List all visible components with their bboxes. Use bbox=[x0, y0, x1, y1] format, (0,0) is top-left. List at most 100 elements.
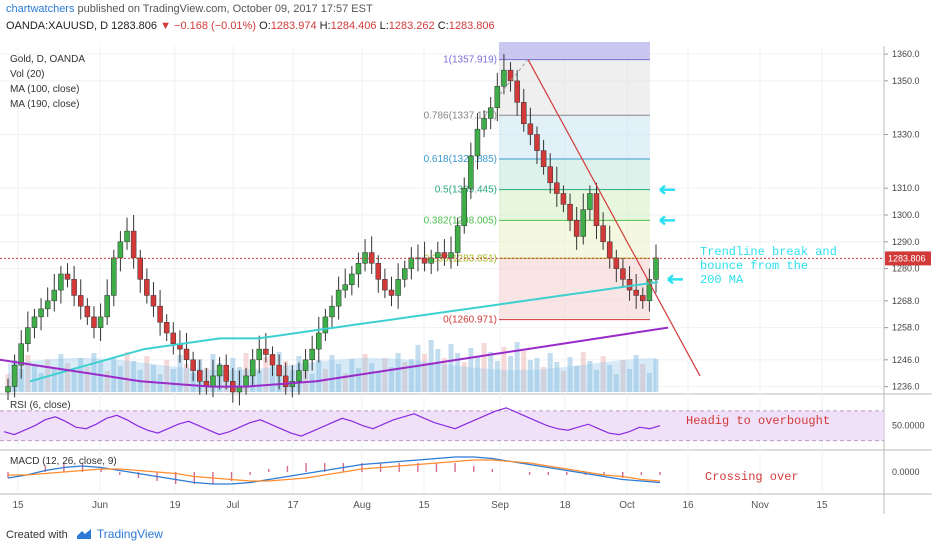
bull-candle bbox=[646, 279, 653, 302]
bull-candle bbox=[468, 155, 474, 189]
bear-candle bbox=[600, 225, 606, 243]
open-value: 1283.974 bbox=[270, 20, 317, 32]
bear-candle bbox=[375, 263, 382, 280]
bear-candle bbox=[269, 354, 276, 366]
bull-candle bbox=[124, 230, 130, 243]
y-tick-label: 1268.0 bbox=[892, 296, 920, 306]
volume-bar bbox=[488, 352, 494, 392]
bull-candle bbox=[111, 257, 117, 296]
bear-candle bbox=[421, 257, 428, 264]
fib-band bbox=[499, 42, 650, 60]
y-tick-label: 1350.0 bbox=[892, 76, 920, 86]
volume-bar bbox=[402, 362, 408, 392]
y-tick-label: 1310.0 bbox=[892, 183, 920, 193]
tradingview-brand[interactable]: TradingView bbox=[96, 527, 163, 541]
rsi-annotation: Headig to overbought bbox=[686, 414, 830, 428]
volume-bar bbox=[31, 364, 37, 392]
x-tick-label: 17 bbox=[287, 500, 299, 511]
main-pane bbox=[0, 46, 884, 392]
volume-bar bbox=[170, 369, 176, 392]
volume-bar bbox=[521, 351, 527, 392]
bull-candle bbox=[18, 343, 24, 366]
bull-candle bbox=[342, 284, 348, 291]
bull-candle bbox=[44, 300, 51, 310]
bull-candle bbox=[428, 257, 434, 264]
bear-candle bbox=[77, 295, 84, 307]
high-label: H: bbox=[319, 20, 331, 32]
publish-info: chartwatchers published on TradingView.c… bbox=[6, 3, 373, 15]
volume-bar bbox=[547, 353, 553, 392]
macd-annotation: Crossing over bbox=[705, 470, 799, 484]
chart-title: Gold, D, OANDA bbox=[10, 54, 85, 65]
bull-candle bbox=[216, 364, 223, 377]
low-value: 1283.262 bbox=[388, 20, 435, 32]
volume-bar bbox=[269, 366, 275, 392]
y-tick-label: 1300.0 bbox=[892, 210, 920, 220]
volume-bar bbox=[428, 340, 434, 392]
volume-bar bbox=[646, 373, 652, 392]
bull-candle bbox=[408, 257, 415, 269]
fib-anchor-line bbox=[499, 59, 529, 95]
volume-bar bbox=[527, 360, 533, 392]
volume-bar bbox=[481, 343, 487, 392]
macd-tick-label: 0.0000 bbox=[892, 467, 920, 477]
trendline-annotation: 200 MA bbox=[700, 273, 744, 287]
bull-candle bbox=[38, 308, 44, 318]
bear-candle bbox=[540, 150, 547, 167]
bear-candle bbox=[593, 193, 600, 226]
volume-bar bbox=[455, 353, 461, 392]
volume-bar bbox=[104, 371, 110, 392]
volume-bar bbox=[177, 355, 183, 392]
price-change: −0.168 (−0.01%) bbox=[174, 20, 256, 32]
bear-candle bbox=[197, 370, 203, 382]
volume-bar bbox=[580, 352, 586, 392]
bear-candle bbox=[163, 322, 170, 334]
volume-bar bbox=[607, 365, 613, 392]
bull-candle bbox=[316, 332, 322, 350]
bull-candle bbox=[580, 209, 587, 237]
volume-bar bbox=[468, 348, 474, 392]
price-chart[interactable]: 1(1357.919) 0.786(1337.172) 0.618(1320.885… bbox=[0, 36, 932, 520]
bull-candle bbox=[448, 252, 454, 259]
bear-candle bbox=[183, 348, 190, 361]
x-tick-label: 15 bbox=[12, 500, 24, 511]
fib-band bbox=[499, 189, 650, 221]
fib-level-label: 0.618(1320.885) bbox=[424, 154, 497, 165]
bear-candle bbox=[84, 305, 91, 318]
volume-bar bbox=[190, 373, 196, 392]
bear-candle bbox=[276, 364, 282, 377]
volume-bar bbox=[382, 358, 388, 392]
ma100-line bbox=[29, 281, 659, 383]
bear-candle bbox=[223, 364, 229, 382]
bear-candle bbox=[137, 257, 143, 280]
fib-band bbox=[499, 158, 650, 190]
fib-level-label: 0.786(1337.172) bbox=[424, 110, 497, 121]
bull-candle bbox=[481, 118, 487, 130]
volume-bar bbox=[164, 360, 170, 392]
author-link[interactable]: chartwatchers bbox=[6, 3, 75, 15]
bull-candle bbox=[117, 241, 124, 259]
y-tick-label: 1258.0 bbox=[892, 323, 920, 333]
volume-bar bbox=[65, 363, 71, 392]
volume-bar bbox=[369, 363, 375, 392]
bear-candle bbox=[150, 295, 157, 307]
volume-bar bbox=[84, 367, 90, 392]
volume-bar bbox=[633, 355, 639, 392]
x-tick-label: 16 bbox=[682, 500, 694, 511]
bull-candle bbox=[302, 359, 309, 371]
volume-bar bbox=[560, 371, 566, 392]
bull-candle bbox=[309, 348, 315, 361]
x-tick-label: Aug bbox=[353, 500, 371, 511]
volume-bar bbox=[263, 357, 269, 392]
volume-bar bbox=[309, 374, 315, 392]
indicator-legend: Vol (20) bbox=[10, 69, 44, 80]
volume-bar bbox=[389, 367, 395, 392]
indicator-legend: MA (190, close) bbox=[10, 99, 79, 110]
volume-bar bbox=[256, 371, 262, 392]
bull-candle bbox=[322, 316, 329, 334]
volume-bar bbox=[38, 373, 44, 392]
bull-candle bbox=[494, 85, 501, 108]
volume-bar bbox=[78, 358, 84, 392]
tradingview-logo-icon bbox=[76, 529, 91, 539]
bear-candle bbox=[606, 241, 613, 259]
